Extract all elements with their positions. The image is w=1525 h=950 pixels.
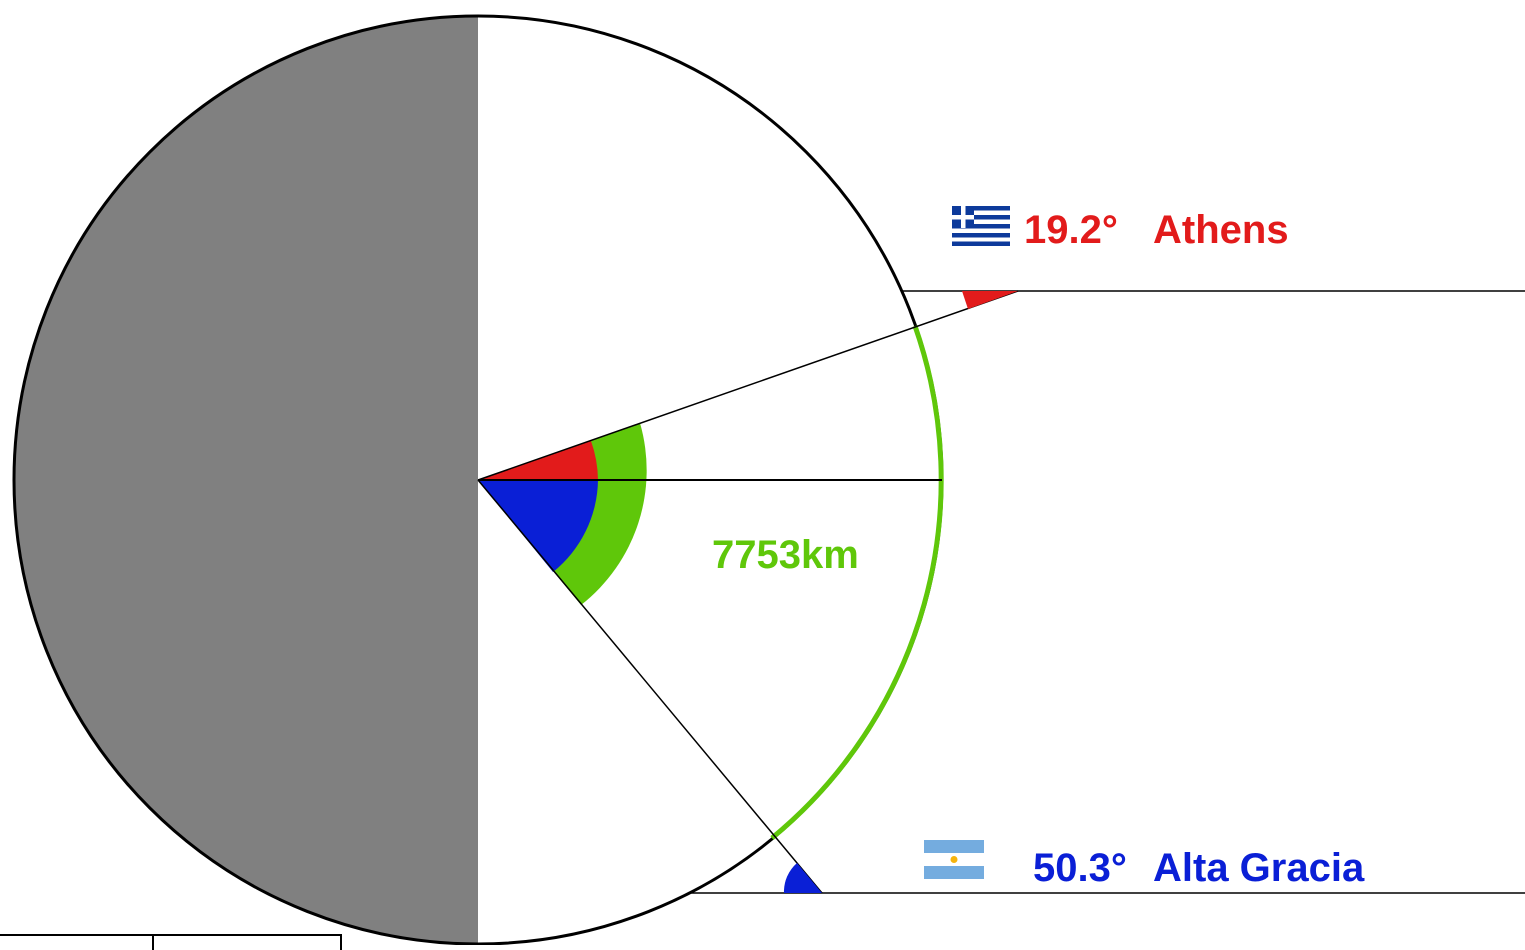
alta-gracia-radius-line [477, 479, 823, 894]
athens-angle-label: 19.2° [1024, 208, 1118, 252]
distance-label: 7753km [712, 533, 859, 577]
athens-name-label: Athens [1153, 208, 1289, 252]
alta-gracia-name-label: Alta Gracia [1153, 846, 1365, 890]
flag-greece-icon [952, 206, 1010, 246]
distance-surface-arc [770, 325, 944, 840]
alta-gracia-angle-label: 50.3° [1033, 846, 1127, 890]
athens-sun-angle-wedge [962, 291, 1018, 309]
athens-radius-line [477, 290, 1019, 481]
alta-gracia-sun-angle-wedge [783, 863, 822, 893]
cropped-table-corner [0, 934, 342, 950]
table-divider [152, 936, 154, 950]
flag-argentina-icon [924, 840, 984, 879]
earth-night-side [14, 16, 478, 944]
alta-gracia-latitude-sector [478, 480, 598, 572]
